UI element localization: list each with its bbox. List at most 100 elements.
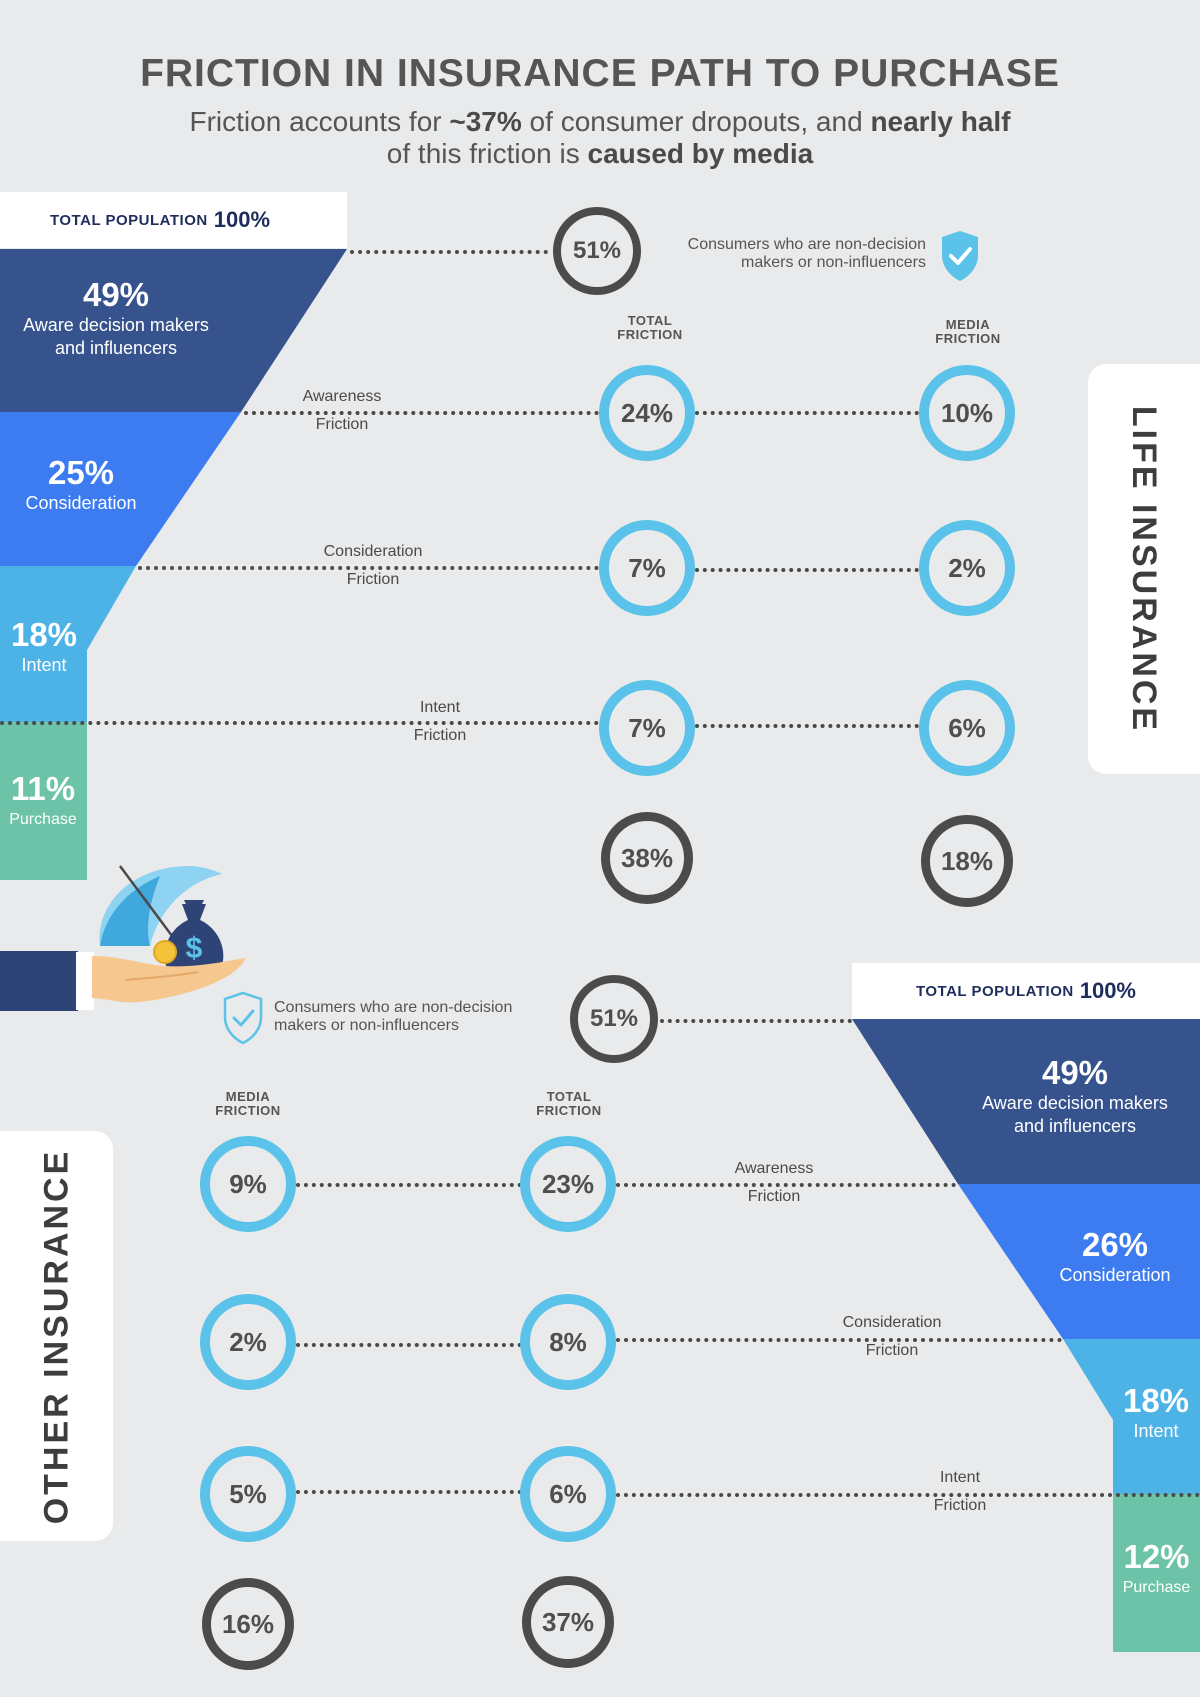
friction-label: Friction [747,1188,801,1205]
other-funnel-aware [852,1019,1200,1184]
friction-label: Awareness [734,1160,814,1177]
hand-umbrella-money-bag-illustration: $ [0,865,246,1011]
other-friction-label-awareness: Awareness Friction [714,1155,834,1211]
segment-label: Purchase [1122,1579,1191,1596]
note-text: Consumers who are non-decision [687,236,926,253]
life-non-decision-circle: 51% [553,207,641,295]
other-segment-aware: 49% Aware decision makers and influencer… [960,1054,1190,1138]
other-insurance-tab [0,1131,113,1541]
header-text: MEDIA [225,1089,271,1104]
other-non-decision-circle: 51% [570,975,658,1063]
other-total-friction-awareness: 23% [520,1136,616,1232]
life-connector-line [244,411,599,415]
life-total-friction-header: TOTAL FRICTION [600,314,700,342]
header-text: FRICTION [935,331,1001,346]
life-connector-line [695,568,919,572]
life-friction-label-intent: Intent Friction [380,694,500,750]
segment-label: Aware decision makers [23,315,209,335]
other-total-friction-header: TOTAL FRICTION [519,1090,619,1118]
other-media-friction-sum: 16% [202,1578,294,1670]
life-population-box: TOTAL POPULATION 100% [0,192,347,248]
segment-label: and influencers [1013,1116,1137,1136]
header-text: FRICTION [215,1103,281,1118]
life-media-friction-header: MEDIA FRICTION [918,318,1018,346]
note-text: makers or non-influencers [741,254,926,271]
note-text: Consumers who are non-decision [274,999,513,1016]
population-value: 100% [1079,978,1136,1003]
currency-symbol: $ [186,932,203,965]
other-connector-line [296,1343,522,1347]
life-non-decision-note: Consumers who are non-decision makers or… [640,236,926,272]
shield-check-icon [223,991,263,1045]
other-connector-line [660,1019,852,1023]
other-segment-intent: 18% Intent [1113,1382,1199,1443]
other-friction-label-intent: Intent Friction [900,1464,1020,1520]
life-connector-line [695,724,919,728]
other-total-friction-intent: 6% [520,1446,616,1542]
other-media-friction-awareness: 9% [200,1136,296,1232]
friction-label: Awareness [302,388,382,405]
segment-label: Intent [1133,1421,1179,1441]
subtitle-emphasis: caused by media [587,138,814,169]
other-connector-line [296,1490,522,1494]
life-insurance-tab [1088,364,1200,774]
friction-label: Intent [419,699,461,716]
segment-label: Consideration [1059,1265,1171,1285]
other-connector-line [296,1183,522,1187]
life-total-friction-sum: 38% [601,812,693,904]
segment-percent: 18% [10,616,78,653]
life-media-friction-sum: 18% [921,815,1013,907]
life-funnel-intent [0,566,136,722]
segment-label: Intent [21,655,67,675]
header-text: FRICTION [617,327,683,342]
segment-percent: 11% [10,770,76,807]
segment-percent: 49% [1041,1054,1109,1091]
header-text: TOTAL [546,1089,592,1104]
life-connector-line [0,721,599,725]
segment-label: and influencers [54,338,178,358]
segment-percent: 26% [1081,1226,1149,1263]
note-text: makers or non-influencers [274,1017,459,1034]
other-friction-label-consideration: Consideration Friction [822,1309,962,1365]
life-friction-label-consideration: Consideration Friction [303,538,443,594]
population-label: TOTAL POPULATION [50,211,208,229]
life-connector-line [695,411,919,415]
life-media-friction-awareness: 10% [919,365,1015,461]
header-text: FRICTION [536,1103,602,1118]
other-total-friction-consideration: 8% [520,1294,616,1390]
friction-label: Friction [315,416,369,433]
other-connector-line [616,1183,956,1187]
life-funnel-purchase [0,722,87,880]
segment-label: Aware decision makers [982,1093,1168,1113]
shield-check-icon [942,231,978,281]
segment-percent: 18% [1122,1382,1190,1419]
life-connector-line [350,250,548,254]
segment-percent: 12% [1123,1538,1190,1575]
other-connector-line [616,1493,1200,1497]
segment-label: Consideration [25,493,137,513]
segment-label: Purchase [9,811,77,828]
friction-label: Friction [413,727,467,744]
other-media-friction-intent: 5% [200,1446,296,1542]
other-funnel-intent [1063,1339,1200,1494]
friction-label: Friction [933,1497,987,1514]
other-funnel-purchase [1113,1494,1200,1652]
other-insurance-tab-label-wrap: OTHER INSURANCE [0,1131,113,1541]
life-funnel-consideration [0,412,241,566]
subtitle-line-2: of this friction is caused by media [0,138,1200,170]
segment-percent: 25% [47,454,115,491]
life-friction-label-awareness: Awareness Friction [280,383,404,439]
friction-label: Consideration [842,1314,942,1331]
population-label: TOTAL POPULATION [915,982,1074,1000]
other-insurance-tab-label: OTHER INSURANCE [37,1148,76,1524]
life-segment-purchase: 11% Purchase [0,770,86,831]
header-text: TOTAL [627,313,673,328]
friction-label: Intent [939,1469,981,1486]
segment-percent: 49% [82,276,150,313]
other-segment-consideration: 26% Consideration [1040,1226,1190,1287]
life-segment-intent: 18% Intent [0,616,88,677]
other-non-decision-note: Consumers who are non-decision makers or… [274,999,564,1035]
friction-label: Friction [865,1342,919,1359]
other-population-box: TOTAL POPULATION 100% [852,963,1200,1019]
